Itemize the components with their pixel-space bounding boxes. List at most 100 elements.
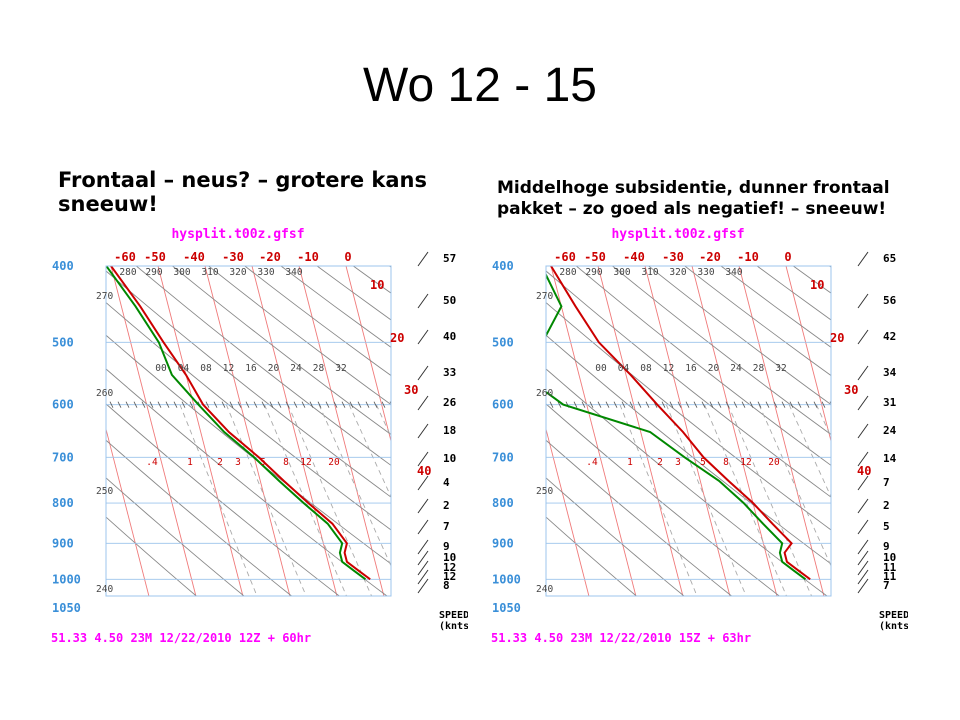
dry-adiabat-line [612, 266, 831, 436]
chart-footer: 51.33 4.50 23M 12/22/2010 15Z + 63hr [491, 631, 751, 645]
mixing-ratio-line [318, 404, 391, 567]
wind-speed-label: 5 [883, 520, 890, 533]
isotherm-line [691, 266, 778, 596]
wind-barb [857, 451, 869, 467]
tick-mark [805, 401, 810, 408]
theta-label: 270 [536, 291, 553, 302]
tick-mark [581, 401, 586, 408]
mixing-ratio-label: 1 [627, 457, 633, 468]
tick-mark [301, 401, 306, 408]
theta-label: 290 [585, 267, 602, 278]
pressure-label: 1050 [52, 601, 81, 615]
slide-title: Wo 12 - 15 [363, 59, 597, 112]
temperature-label: -50 [144, 250, 166, 264]
wind-speed-label: 57 [443, 252, 456, 265]
tick-mark [549, 401, 554, 408]
wind-speed-label: 4 [443, 476, 450, 489]
pressure-label: 900 [52, 536, 74, 550]
mixing-ratio-line [665, 404, 747, 596]
tick-mark [333, 401, 338, 408]
tick-mark [701, 401, 706, 408]
tick-mark [213, 401, 218, 408]
isotherm-line [597, 266, 684, 596]
pressure-label: 500 [492, 335, 514, 349]
dry-adiabat-line [576, 266, 831, 466]
mixing-ratio-label: 28 [313, 363, 325, 374]
mixing-ratio-label: 3 [235, 457, 241, 468]
mixing-ratio-line [619, 404, 698, 596]
wind-speed-label: 11 [883, 561, 897, 574]
wind-speed-label: 9 [443, 540, 450, 553]
theta-label: 260 [96, 388, 113, 399]
temperature-label: -20 [259, 250, 281, 264]
wind-barb [417, 451, 429, 467]
wind-speed-label: 10 [883, 551, 896, 564]
wind-barb [857, 251, 869, 267]
isotherm-line [298, 266, 385, 596]
dry-adiabat-line [106, 403, 340, 596]
wind-speed-label: 33 [443, 366, 456, 379]
temperature-profile [550, 266, 811, 581]
tick-mark [221, 401, 226, 408]
tick-mark [141, 401, 146, 408]
tick-mark [637, 401, 642, 408]
tick-mark [613, 401, 618, 408]
mixing-ratio-label: 20 [328, 457, 340, 468]
tick-mark [693, 401, 698, 408]
dry-adiabat-line [106, 439, 292, 596]
wind-barb [857, 539, 869, 555]
mixing-ratio-label: 12 [663, 363, 674, 374]
tick-mark [125, 401, 130, 408]
temperature-label: -30 [662, 250, 684, 264]
isotherm-line [110, 266, 197, 596]
pressure-label: 400 [492, 259, 514, 273]
temperature-label: 0 [344, 250, 351, 264]
mixing-ratio-label: 32 [335, 363, 346, 374]
tick-mark [149, 401, 154, 408]
tick-mark [253, 401, 258, 408]
tick-mark [325, 401, 330, 408]
tick-mark [157, 401, 162, 408]
mixing-ratio-label: 04 [178, 363, 190, 374]
wind-barb [417, 251, 429, 267]
dry-adiabat-line [172, 266, 391, 436]
tick-mark [709, 401, 714, 408]
isotherm-line [644, 266, 731, 596]
temperature-label: -20 [699, 250, 721, 264]
temperature-label: 10 [370, 278, 384, 292]
mixing-ratio-label: 28 [753, 363, 765, 374]
tick-mark [277, 401, 282, 408]
wind-speed-label: 7 [443, 520, 450, 533]
theta-label: 260 [536, 388, 553, 399]
theta-label: 250 [536, 486, 553, 497]
tick-mark [245, 401, 250, 408]
wind-speed-label: 10 [443, 551, 456, 564]
skewt-chart-right: hysplit.t00z.gfsf-60 -50 -40 -30 -20 -10 01020… [491, 227, 908, 645]
temperature-label: -10 [737, 250, 759, 264]
tick-mark [757, 401, 762, 408]
chart-footer: 51.33 4.50 23M 12/22/2010 12Z + 60hr [51, 631, 311, 645]
tick-mark [269, 401, 274, 408]
mixing-ratio-line [263, 404, 347, 596]
wind-speed-label: 10 [443, 452, 456, 465]
theta-label: 310 [641, 267, 658, 278]
wind-barb [417, 498, 429, 514]
wind-barb [857, 365, 869, 381]
mixing-ratio-label: 5 [260, 457, 266, 468]
mixing-ratio-label: 3 [675, 457, 681, 468]
dry-adiabat-line [546, 301, 831, 531]
dry-adiabat-line [546, 334, 831, 565]
temperature-label: 40 [417, 464, 431, 478]
mixing-ratio-label: 16 [245, 363, 257, 374]
dry-adiabat-line [902, 266, 908, 596]
mixing-ratio-label: 24 [290, 363, 302, 374]
tick-mark [629, 401, 634, 408]
wind-speed-label: 12 [443, 561, 456, 574]
theta-label: 300 [613, 267, 630, 278]
temperature-label: 20 [390, 331, 404, 345]
theta-label: 320 [669, 267, 686, 278]
pressure-label: 1000 [492, 572, 521, 586]
mixing-ratio-label: 24 [730, 363, 742, 374]
tick-mark [133, 401, 138, 408]
wind-speed-label: 2 [443, 499, 450, 512]
